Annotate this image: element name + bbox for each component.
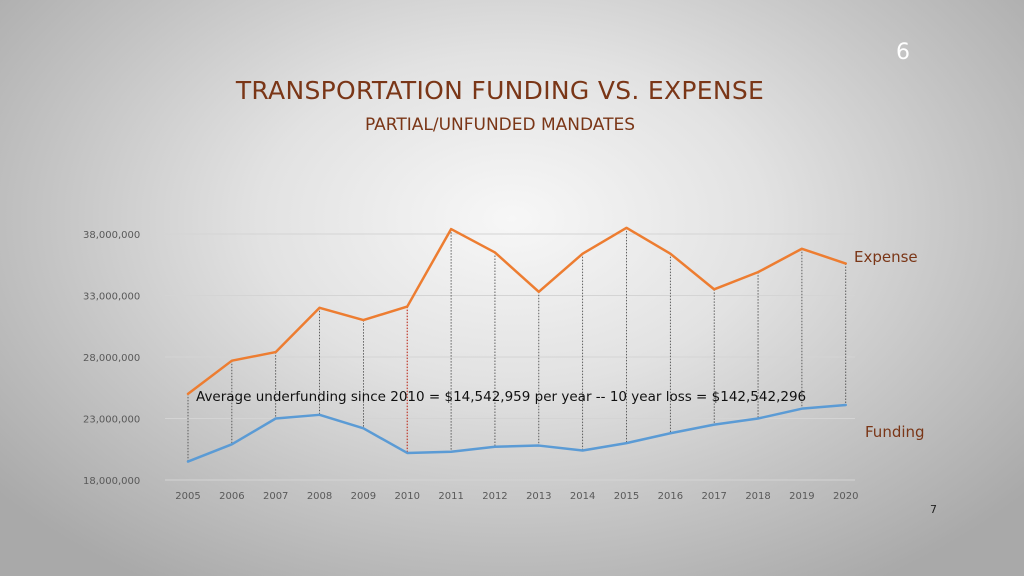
slide-subtitle: PARTIAL/UNFUNDED MANDATES [364, 115, 636, 135]
series-line-expense [186, 226, 847, 396]
x-tick-label: 2012 [482, 491, 507, 502]
y-axis-ticks: 18,000,000 23,000,000 28,000,000 33,000,000… [83, 230, 140, 487]
x-tick-label: 2015 [614, 491, 639, 502]
series-lines [186, 226, 847, 463]
y-tick-label: 38,000,000 [83, 230, 140, 241]
slide-number: 6 [896, 40, 910, 65]
gridlines [165, 233, 855, 481]
series-label-expense: Expense [854, 248, 918, 266]
series-labels: Expense Funding [854, 248, 925, 441]
x-tick-label: 2005 [175, 491, 200, 502]
underfunding-annotation: Average underfunding since 2010 = $14,54… [196, 389, 806, 405]
slide-title: TRANSPORTATION FUNDING VS. EXPENSE [235, 76, 765, 105]
x-tick-label: 2006 [219, 491, 244, 502]
x-tick-label: 2008 [307, 491, 332, 502]
gap-lines [187, 227, 847, 462]
y-tick-label: 18,000,000 [83, 476, 140, 487]
x-tick-label: 2019 [789, 491, 814, 502]
x-tick-label: 2013 [526, 491, 551, 502]
x-tick-label: 2020 [833, 491, 858, 502]
x-tick-label: 2018 [745, 491, 770, 502]
x-axis-ticks: 2005 2006 2007 2008 2009 2010 2011 2012 2013 2014… [175, 491, 858, 502]
x-tick-label: 2011 [438, 491, 463, 502]
series-line-funding [186, 403, 847, 463]
x-tick-label: 2010 [395, 491, 420, 502]
page-number: 7 [930, 503, 937, 516]
x-tick-label: 2009 [351, 491, 376, 502]
series-label-funding: Funding [865, 423, 925, 441]
x-tick-label: 2007 [263, 491, 288, 502]
x-tick-label: 2014 [570, 491, 595, 502]
x-tick-label: 2016 [658, 491, 683, 502]
y-tick-label: 23,000,000 [83, 415, 140, 426]
x-tick-label: 2017 [701, 491, 726, 502]
y-tick-label: 33,000,000 [83, 292, 140, 303]
y-tick-label: 28,000,000 [83, 353, 140, 364]
